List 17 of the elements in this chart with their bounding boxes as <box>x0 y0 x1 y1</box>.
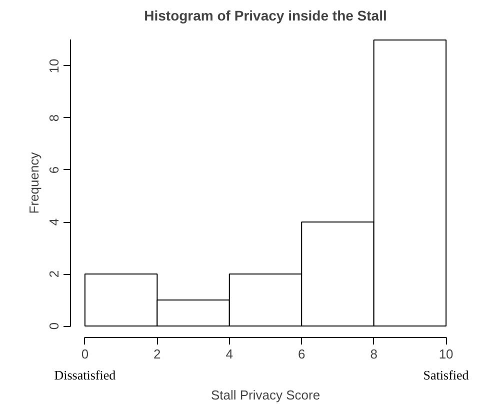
text: Satisfied <box>423 368 470 382</box>
y-axis-title: Frequency <box>26 152 42 214</box>
y-tick-label: 8 <box>46 114 62 122</box>
y-tick-label: 4 <box>46 218 62 226</box>
x-axis-title: Stall Privacy Score <box>210 388 320 402</box>
x-tick-label: 2 <box>154 346 161 362</box>
y-tick-label: 2 <box>46 270 62 278</box>
y-tick-label: 0 <box>46 322 62 330</box>
x-tick-label: 0 <box>81 346 89 362</box>
y-tick-label: 10 <box>46 58 62 74</box>
x-tick-label: 8 <box>370 346 378 362</box>
x-tick-label: 4 <box>226 346 234 362</box>
x-tick-label: 10 <box>438 346 454 362</box>
text: Dissatisfied <box>54 368 116 382</box>
x-tick-label: 6 <box>298 346 306 362</box>
y-tick-label: 6 <box>46 166 62 174</box>
chart-title: Histogram of Privacy inside the Stall <box>144 8 387 24</box>
